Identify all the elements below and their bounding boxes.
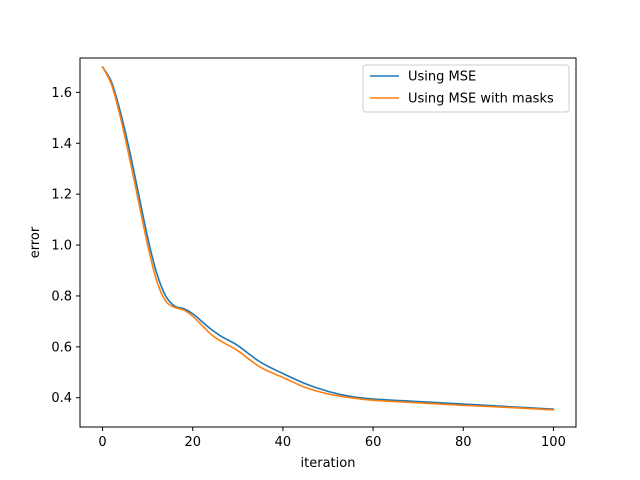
y-axis: 0.4 0.6 0.8 1.0 1.2 1.4 1.6 [51, 86, 80, 406]
plot-lines [101, 66, 555, 411]
y-tick-label: 0.4 [51, 391, 72, 406]
y-tick-label: 1.0 [51, 239, 72, 254]
y-tick-label: 1.2 [51, 188, 72, 203]
series-line-1 [101, 66, 555, 410]
x-tick-label: 60 [365, 435, 382, 450]
series-line-2 [101, 66, 555, 411]
legend-box [362, 64, 570, 113]
x-tick-label: 80 [455, 435, 472, 450]
plot-frame [79, 57, 577, 428]
x-tick-label: 100 [541, 435, 566, 450]
x-axis: 0 20 40 60 80 100 [98, 427, 566, 450]
y-tick-label: 0.8 [51, 289, 72, 304]
y-tick-label: 1.6 [51, 86, 72, 101]
x-tick-label: 20 [184, 435, 201, 450]
x-axis-label: iteration [301, 456, 356, 471]
x-tick-label: 0 [98, 435, 106, 450]
y-tick-label: 0.6 [51, 340, 72, 355]
legend: Using MSE Using MSE with masks [362, 64, 570, 113]
legend-entry-1: Using MSE [408, 70, 476, 85]
y-tick-label: 1.4 [51, 137, 72, 152]
legend-entry-2: Using MSE with masks [408, 92, 554, 107]
y-axis-label: error [28, 226, 43, 258]
x-tick-label: 40 [275, 435, 292, 450]
